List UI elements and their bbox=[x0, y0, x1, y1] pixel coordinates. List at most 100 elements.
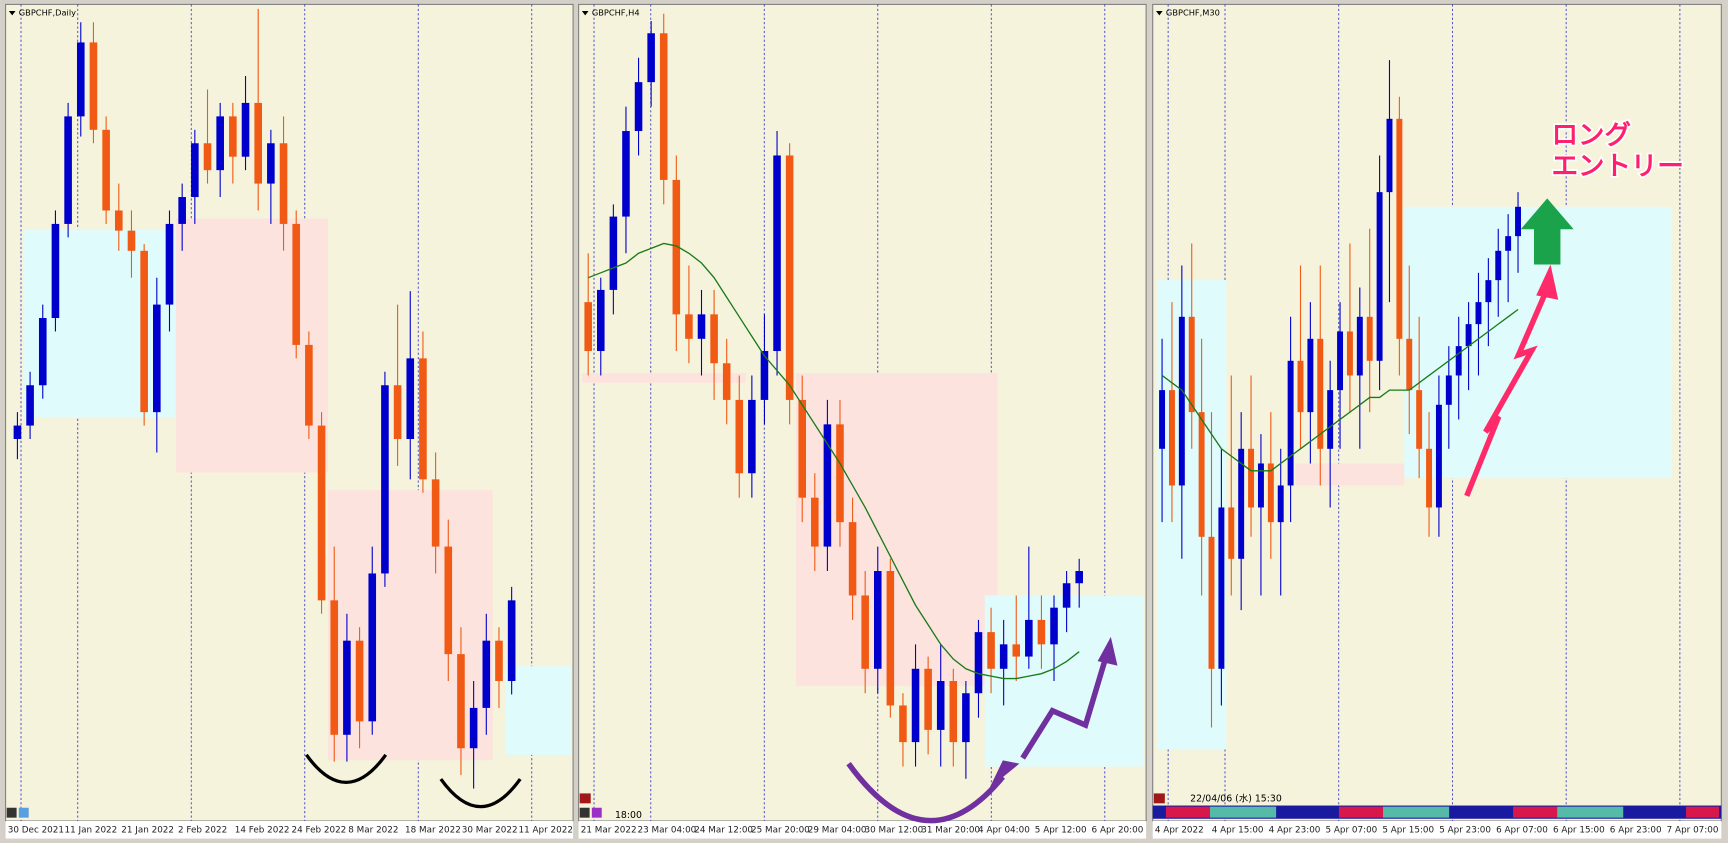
panel-icon bbox=[579, 793, 591, 804]
candle-body bbox=[140, 250, 148, 413]
candle-body bbox=[1475, 302, 1482, 325]
x-tick-label: 24 Feb 2022 bbox=[292, 825, 347, 835]
candle-body bbox=[26, 385, 34, 426]
bottom-curve bbox=[439, 778, 522, 809]
candle-body bbox=[1198, 412, 1205, 537]
candle-body bbox=[1025, 619, 1033, 657]
candle-body bbox=[647, 33, 655, 83]
candle-body bbox=[1257, 463, 1264, 508]
x-tick-label: 5 Apr 23:00 bbox=[1439, 825, 1491, 835]
candle-body bbox=[1238, 448, 1245, 559]
candle-body bbox=[1337, 331, 1344, 391]
annotation-text: エントリー bbox=[1552, 151, 1684, 182]
candle-body bbox=[393, 385, 402, 440]
candle-body bbox=[1396, 118, 1403, 339]
candle-body bbox=[76, 42, 85, 117]
x-tick-label: 7 Apr 07:00 bbox=[1667, 825, 1719, 835]
panel-icon bbox=[18, 807, 29, 818]
panel-icon bbox=[579, 807, 590, 818]
candle-body bbox=[292, 223, 301, 345]
x-tick-label: 5 Apr 07:00 bbox=[1326, 825, 1378, 835]
axis-strip bbox=[5, 820, 574, 839]
candle-body bbox=[899, 705, 907, 743]
candle-body bbox=[785, 155, 794, 400]
candle-body bbox=[1297, 360, 1304, 413]
x-tick-label: 30 Mar 12:00 bbox=[865, 825, 924, 835]
session-bar bbox=[1686, 806, 1720, 818]
purple-arrow bbox=[1020, 658, 1108, 760]
time-label: 22/04/06 (水) 15:30 bbox=[1190, 792, 1282, 804]
axis-strip bbox=[1152, 820, 1722, 839]
candle-body bbox=[710, 314, 718, 364]
candle-body bbox=[798, 399, 806, 498]
session-bar bbox=[1513, 806, 1558, 818]
candle-body bbox=[1495, 250, 1502, 281]
candle-body bbox=[1062, 583, 1071, 608]
title-marker bbox=[581, 11, 589, 16]
candle-body bbox=[584, 302, 592, 352]
x-tick-label: 2 Feb 2022 bbox=[178, 825, 227, 835]
annotation-text: ロング bbox=[1552, 120, 1631, 151]
x-tick-label: 30 Mar 2022 bbox=[462, 825, 518, 835]
candle-body bbox=[1178, 316, 1185, 486]
pink-arrow bbox=[1464, 287, 1550, 497]
candle-body bbox=[1406, 338, 1413, 391]
candle-body bbox=[836, 424, 844, 523]
candle-body bbox=[51, 223, 60, 319]
candle-body bbox=[1168, 390, 1175, 486]
candle-body bbox=[343, 640, 351, 735]
candle-body bbox=[507, 600, 516, 682]
title-marker bbox=[8, 11, 16, 16]
x-tick-label: 24 Mar 12:00 bbox=[694, 825, 753, 835]
candle-body bbox=[444, 546, 453, 655]
x-tick-label: 8 Mar 2022 bbox=[348, 825, 398, 835]
candle-body bbox=[317, 425, 326, 601]
session-bar bbox=[1383, 806, 1450, 818]
axis-strip bbox=[578, 820, 1147, 839]
x-tick-label: 5 Apr 15:00 bbox=[1382, 825, 1434, 835]
candle-body bbox=[1012, 644, 1021, 657]
candle-body bbox=[823, 424, 832, 547]
candle-body bbox=[495, 640, 503, 682]
x-tick-label: 4 Apr 04:00 bbox=[978, 825, 1030, 835]
candle-body bbox=[165, 223, 174, 305]
candle-body bbox=[1327, 390, 1334, 449]
x-tick-label: 4 Apr 15:00 bbox=[1212, 825, 1264, 835]
title-marker bbox=[1156, 11, 1163, 16]
candle-body bbox=[1485, 280, 1492, 303]
candle-body bbox=[659, 33, 668, 180]
candle-body bbox=[1277, 485, 1284, 523]
candle-body bbox=[305, 344, 313, 426]
moving-average bbox=[1161, 308, 1519, 472]
candle-body bbox=[622, 131, 630, 217]
candle-body bbox=[469, 707, 478, 749]
candle-body bbox=[886, 571, 895, 706]
candle-body bbox=[330, 600, 339, 735]
x-tick-label: 6 Apr 23:00 bbox=[1610, 825, 1662, 835]
panels: 30 Dec 2021 11 Jan 2022 21 Jan 2022 2 Feb 2… bbox=[5, 3, 1722, 839]
candle-body bbox=[1515, 206, 1521, 237]
x-tick-label: 4 Apr 2022 bbox=[1155, 825, 1204, 835]
candle-body bbox=[419, 358, 427, 480]
up-arrow bbox=[1520, 198, 1574, 265]
x-tick-label: 23 Mar 04:00 bbox=[638, 825, 697, 835]
candle-body bbox=[634, 82, 643, 132]
candle-body bbox=[1346, 331, 1353, 376]
candle-body bbox=[254, 102, 262, 184]
candle-body bbox=[760, 351, 769, 400]
x-tick-label: 6 Apr 20:00 bbox=[1092, 825, 1144, 835]
arrow-head bbox=[989, 636, 1118, 788]
x-tick-label: 6 Apr 07:00 bbox=[1496, 825, 1548, 835]
x-tick-label: 29 Mar 04:00 bbox=[808, 825, 867, 835]
x-tick-label: 6 Apr 15:00 bbox=[1553, 825, 1605, 835]
candle-body bbox=[203, 143, 212, 171]
session-bar bbox=[1338, 806, 1384, 818]
candle-body bbox=[267, 143, 275, 184]
zone bbox=[581, 373, 746, 383]
candle-body bbox=[697, 314, 706, 339]
x-tick-label: 21 Jan 2022 bbox=[121, 825, 174, 835]
candle-body bbox=[1465, 324, 1472, 347]
zone bbox=[327, 490, 493, 761]
candle-body bbox=[1376, 192, 1383, 361]
